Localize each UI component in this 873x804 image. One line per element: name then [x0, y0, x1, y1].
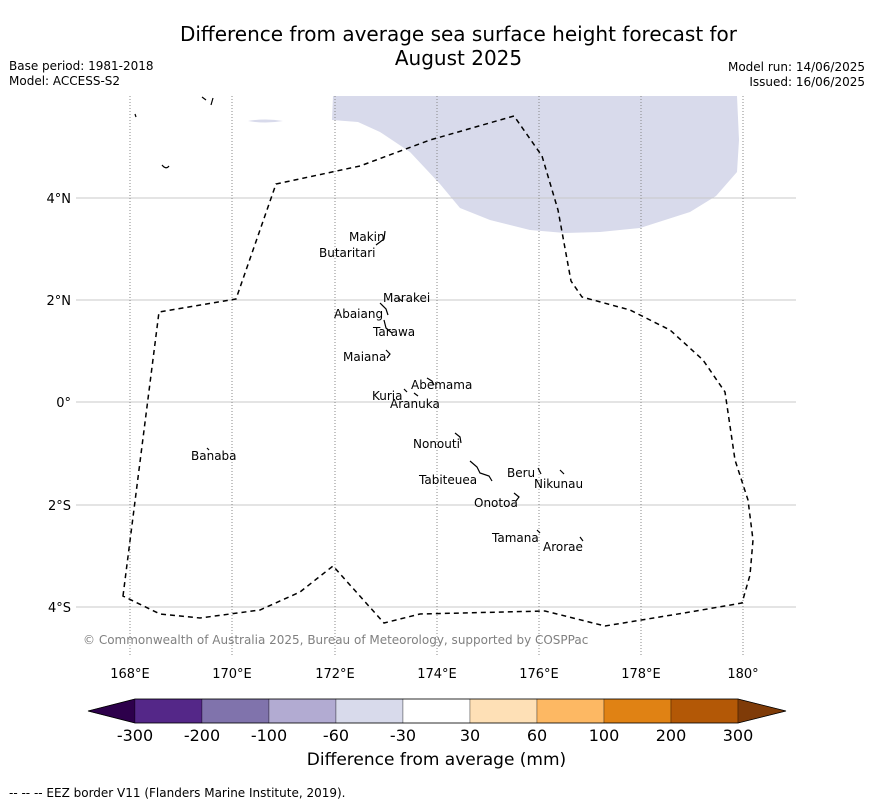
island-label-butaritari: Butaritari: [319, 246, 376, 260]
colorbar-segment-3: [268, 698, 337, 724]
lon-label-174e: 174°E: [417, 667, 457, 682]
island-label-nikunau: Nikunau: [534, 477, 583, 491]
colorbar-segment-0: [87, 698, 136, 724]
lat-label-0: 0°: [56, 396, 71, 411]
lon-label-172e: 172°E: [315, 667, 355, 682]
lon-label-168e: 168°E: [110, 667, 150, 682]
colorbar-segment-2: [201, 698, 270, 724]
colorbar-segment-10: [737, 698, 787, 724]
meta-left: Base period: 1981-2018 Model: ACCESS-S2: [9, 59, 154, 89]
lon-label-180: 180°: [727, 667, 758, 682]
island-label-tabiteuea: Tabiteuea: [418, 473, 477, 487]
island-label-makin: Makin: [349, 230, 385, 244]
island-label-aranuka: Aranuka: [390, 397, 440, 411]
island-label-banaba: Banaba: [191, 449, 237, 463]
island-label-nonouti: Nonouti: [413, 437, 460, 451]
island-label-tarawa: Tarawa: [372, 325, 415, 339]
colorbar-segment-4: [335, 698, 404, 724]
colorbar-tick-100: 100: [589, 726, 620, 745]
lat-label-2n: 2°N: [47, 294, 72, 309]
lat-label-4s: 4°S: [48, 601, 71, 616]
footer-note: -- -- -- EEZ border V11 (Flanders Marine…: [9, 786, 346, 800]
model-run: Model run: 14/06/2025: [727, 60, 865, 74]
colorbar-outline: [87, 698, 787, 724]
colorbar-tick-m60: -60: [323, 726, 349, 745]
issued-date: Issued: 16/06/2025: [749, 75, 865, 89]
lon-label-170e: 170°E: [212, 667, 252, 682]
colorbar-tick-200: 200: [656, 726, 687, 745]
colorbar: [87, 698, 787, 724]
colorbar-tick-30: 30: [460, 726, 480, 745]
page-title: Difference from average sea surface heig…: [0, 22, 873, 70]
colorbar-tick-m100: -100: [251, 726, 287, 745]
colorbar-segment-5: [402, 698, 471, 724]
longitude-gridlines: [129, 96, 744, 657]
island-label-onotoa: Onotoa: [474, 496, 518, 510]
base-period: Base period: 1981-2018: [9, 59, 154, 73]
island-label-abaiang: Abaiang: [334, 307, 383, 321]
colorbar-segment-8: [603, 698, 672, 724]
model-name: Model: ACCESS-S2: [9, 74, 121, 88]
title-line-1: Difference from average sea surface heig…: [179, 22, 738, 46]
colorbar-segment-6: [469, 698, 538, 724]
island-outlines: [134, 96, 584, 542]
title-line-2: August 2025: [394, 46, 523, 70]
colorbar-tick-m30: -30: [390, 726, 416, 745]
colorbar-tick-300: 300: [723, 726, 754, 745]
island-label-beru: Beru: [507, 466, 535, 480]
lon-label-176e: 176°E: [519, 667, 559, 682]
colorbar-tick-m200: -200: [184, 726, 220, 745]
meta-right: Model run: 14/06/2025 Issued: 16/06/2025: [728, 60, 865, 90]
island-label-marakei: Marakei: [383, 291, 430, 305]
island-label-arorae: Arorae: [543, 540, 583, 554]
colorbar-tick-m300: -300: [117, 726, 153, 745]
island-label-abemama: Abemama: [411, 378, 472, 392]
latitude-gridlines: [76, 197, 796, 608]
island-label-kuria: Kuria: [372, 389, 403, 403]
colorbar-label: Difference from average (mm): [306, 750, 567, 770]
colorbar-segment-9: [670, 698, 739, 724]
colorbar-segment-7: [536, 698, 605, 724]
lat-label-4n: 4°N: [47, 192, 72, 207]
colorbar-tick-60: 60: [527, 726, 547, 745]
island-label-maiana: Maiana: [343, 350, 386, 364]
anomaly-patch-small: [248, 119, 283, 123]
anomaly-patch-north: [332, 96, 739, 233]
copyright-text: © Commonwealth of Australia 2025, Bureau…: [83, 633, 588, 647]
lon-label-178e: 178°E: [621, 667, 661, 682]
island-label-tamana: Tamana: [491, 531, 539, 545]
colorbar-segment-1: [134, 698, 203, 724]
lat-label-2s: 2°S: [48, 499, 71, 514]
